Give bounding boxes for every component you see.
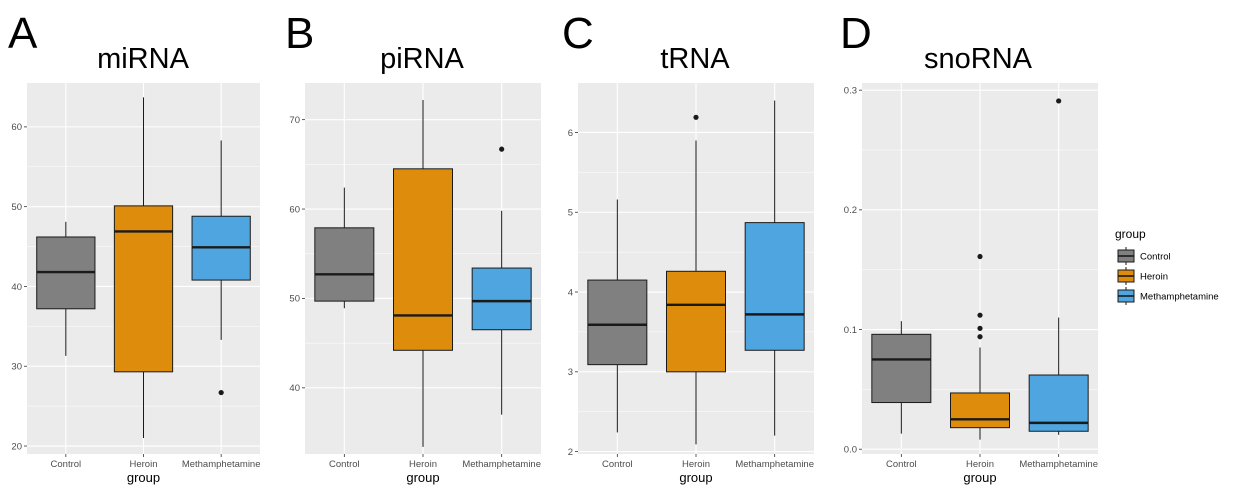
y-tick-label: 60 xyxy=(289,204,300,215)
x-tick-label: Methamphetamine xyxy=(1019,459,1098,470)
panel-title: piRNA xyxy=(380,43,464,75)
panel-title: snoRNA xyxy=(924,43,1033,75)
x-tick-label: Methamphetamine xyxy=(462,459,541,470)
x-axis-title: group xyxy=(406,470,439,485)
panel-letter: D xyxy=(840,9,872,58)
x-tick-label: Methamphetamine xyxy=(735,459,814,470)
x-tick-label: Control xyxy=(329,459,360,470)
box-body xyxy=(587,279,648,366)
y-tick-label: 4 xyxy=(568,287,573,298)
y-tick-label: 50 xyxy=(289,294,300,305)
legend-item-control: Control xyxy=(1117,247,1171,265)
outlier-point xyxy=(977,325,983,331)
box-body xyxy=(871,333,932,404)
box-body xyxy=(950,392,1010,429)
x-tick-label: Heroin xyxy=(409,459,437,470)
legend-label: Control xyxy=(1140,252,1171,263)
y-tick-label: 0.2 xyxy=(844,205,857,216)
y-tick-label: 50 xyxy=(11,202,22,213)
y-tick-label: 0.1 xyxy=(844,325,857,336)
box-methamphetamine xyxy=(191,140,251,396)
outlier-point xyxy=(218,389,224,396)
panel-letter: A xyxy=(8,9,38,58)
x-axis-title: group xyxy=(127,470,160,485)
outlier-point xyxy=(499,146,505,152)
y-tick-label: 70 xyxy=(289,115,300,126)
box-heroin xyxy=(950,253,1010,440)
box-body xyxy=(314,227,375,302)
outlier-point xyxy=(977,253,983,260)
box-body xyxy=(744,222,805,351)
y-tick-label: 0.3 xyxy=(844,85,857,96)
y-tick-label: 40 xyxy=(11,282,22,293)
legend-label: Methamphetamine xyxy=(1140,292,1219,303)
legend-title: group xyxy=(1115,227,1146,241)
panel-title: miRNA xyxy=(97,43,189,75)
y-tick-label: 30 xyxy=(11,362,22,373)
box-methamphetamine xyxy=(471,146,532,415)
outlier-point xyxy=(977,312,983,318)
box-methamphetamine xyxy=(744,100,805,436)
x-tick-label: Heroin xyxy=(966,459,994,470)
x-axis-title: group xyxy=(679,470,712,485)
box-heroin xyxy=(666,114,726,445)
panel-letter: B xyxy=(285,9,314,58)
y-tick-label: 5 xyxy=(568,208,573,219)
panel-letter: C xyxy=(562,9,594,58)
legend: group Control Heroin Methamphetamine xyxy=(1115,227,1219,305)
x-tick-label: Control xyxy=(602,459,633,470)
y-tick-label: 2 xyxy=(568,447,573,458)
x-tick-label: Heroin xyxy=(682,459,710,470)
box-body xyxy=(471,267,532,331)
box-body xyxy=(393,168,453,351)
box-body xyxy=(666,270,726,373)
outlier-point xyxy=(693,114,699,120)
panel-title: tRNA xyxy=(660,43,730,75)
y-tick-label: 6 xyxy=(568,128,573,139)
box-heroin xyxy=(113,97,174,439)
legend-label: Heroin xyxy=(1140,272,1168,283)
x-tick-label: Methamphetamine xyxy=(182,459,261,470)
legend-item-heroin: Heroin xyxy=(1117,267,1168,285)
x-tick-label: Control xyxy=(886,459,917,470)
y-tick-label: 20 xyxy=(11,441,22,452)
box-body xyxy=(113,205,174,373)
box-control xyxy=(871,321,932,434)
outlier-point xyxy=(1056,98,1062,104)
box-heroin xyxy=(393,99,453,447)
x-tick-label: Heroin xyxy=(130,459,158,470)
y-tick-label: 3 xyxy=(568,367,573,378)
legend-items: Control Heroin Methamphetamine xyxy=(1117,247,1219,305)
outlier-point xyxy=(977,334,983,340)
box-control xyxy=(36,221,96,356)
x-axis-title: group xyxy=(963,470,996,485)
y-tick-label: 40 xyxy=(289,383,300,394)
box-control xyxy=(314,187,375,309)
y-tick-label: 60 xyxy=(11,122,22,133)
y-tick-label: 0.0 xyxy=(844,445,857,456)
box-methamphetamine xyxy=(1028,98,1089,435)
x-tick-label: Control xyxy=(51,459,82,470)
box-control xyxy=(587,199,648,433)
legend-item-methamphetamine: Methamphetamine xyxy=(1117,287,1219,305)
